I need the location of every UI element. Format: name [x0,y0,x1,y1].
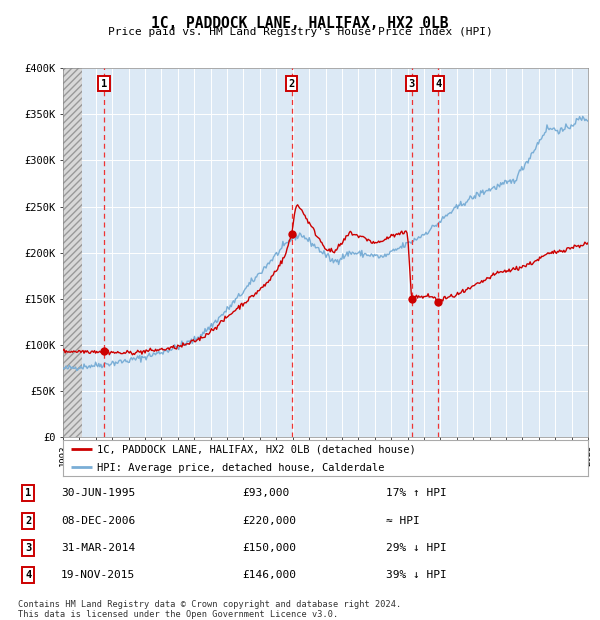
Text: 1C, PADDOCK LANE, HALIFAX, HX2 0LB (detached house): 1C, PADDOCK LANE, HALIFAX, HX2 0LB (deta… [97,445,416,454]
Text: This data is licensed under the Open Government Licence v3.0.: This data is licensed under the Open Gov… [18,610,338,619]
Text: 30-JUN-1995: 30-JUN-1995 [61,488,135,498]
Text: 1C, PADDOCK LANE, HALIFAX, HX2 0LB: 1C, PADDOCK LANE, HALIFAX, HX2 0LB [151,16,449,30]
Text: 3: 3 [409,79,415,89]
Text: £220,000: £220,000 [242,516,296,526]
Text: Price paid vs. HM Land Registry's House Price Index (HPI): Price paid vs. HM Land Registry's House … [107,27,493,37]
Text: 2: 2 [25,516,31,526]
Text: 29% ↓ HPI: 29% ↓ HPI [386,543,447,553]
Text: HPI: Average price, detached house, Calderdale: HPI: Average price, detached house, Cald… [97,463,385,472]
Text: 4: 4 [435,79,442,89]
Bar [63,68,82,437]
Text: £146,000: £146,000 [242,570,296,580]
Text: ≈ HPI: ≈ HPI [386,516,420,526]
Text: 4: 4 [25,570,31,580]
Text: 3: 3 [25,543,31,553]
Text: 19-NOV-2015: 19-NOV-2015 [61,570,135,580]
Text: 1: 1 [25,488,31,498]
Text: Contains HM Land Registry data © Crown copyright and database right 2024.: Contains HM Land Registry data © Crown c… [18,600,401,609]
Text: 1: 1 [101,79,107,89]
Text: 39% ↓ HPI: 39% ↓ HPI [386,570,447,580]
Text: 17% ↑ HPI: 17% ↑ HPI [386,488,447,498]
Text: 08-DEC-2006: 08-DEC-2006 [61,516,135,526]
Text: £93,000: £93,000 [242,488,290,498]
Text: £150,000: £150,000 [242,543,296,553]
Text: 31-MAR-2014: 31-MAR-2014 [61,543,135,553]
Text: 2: 2 [289,79,295,89]
